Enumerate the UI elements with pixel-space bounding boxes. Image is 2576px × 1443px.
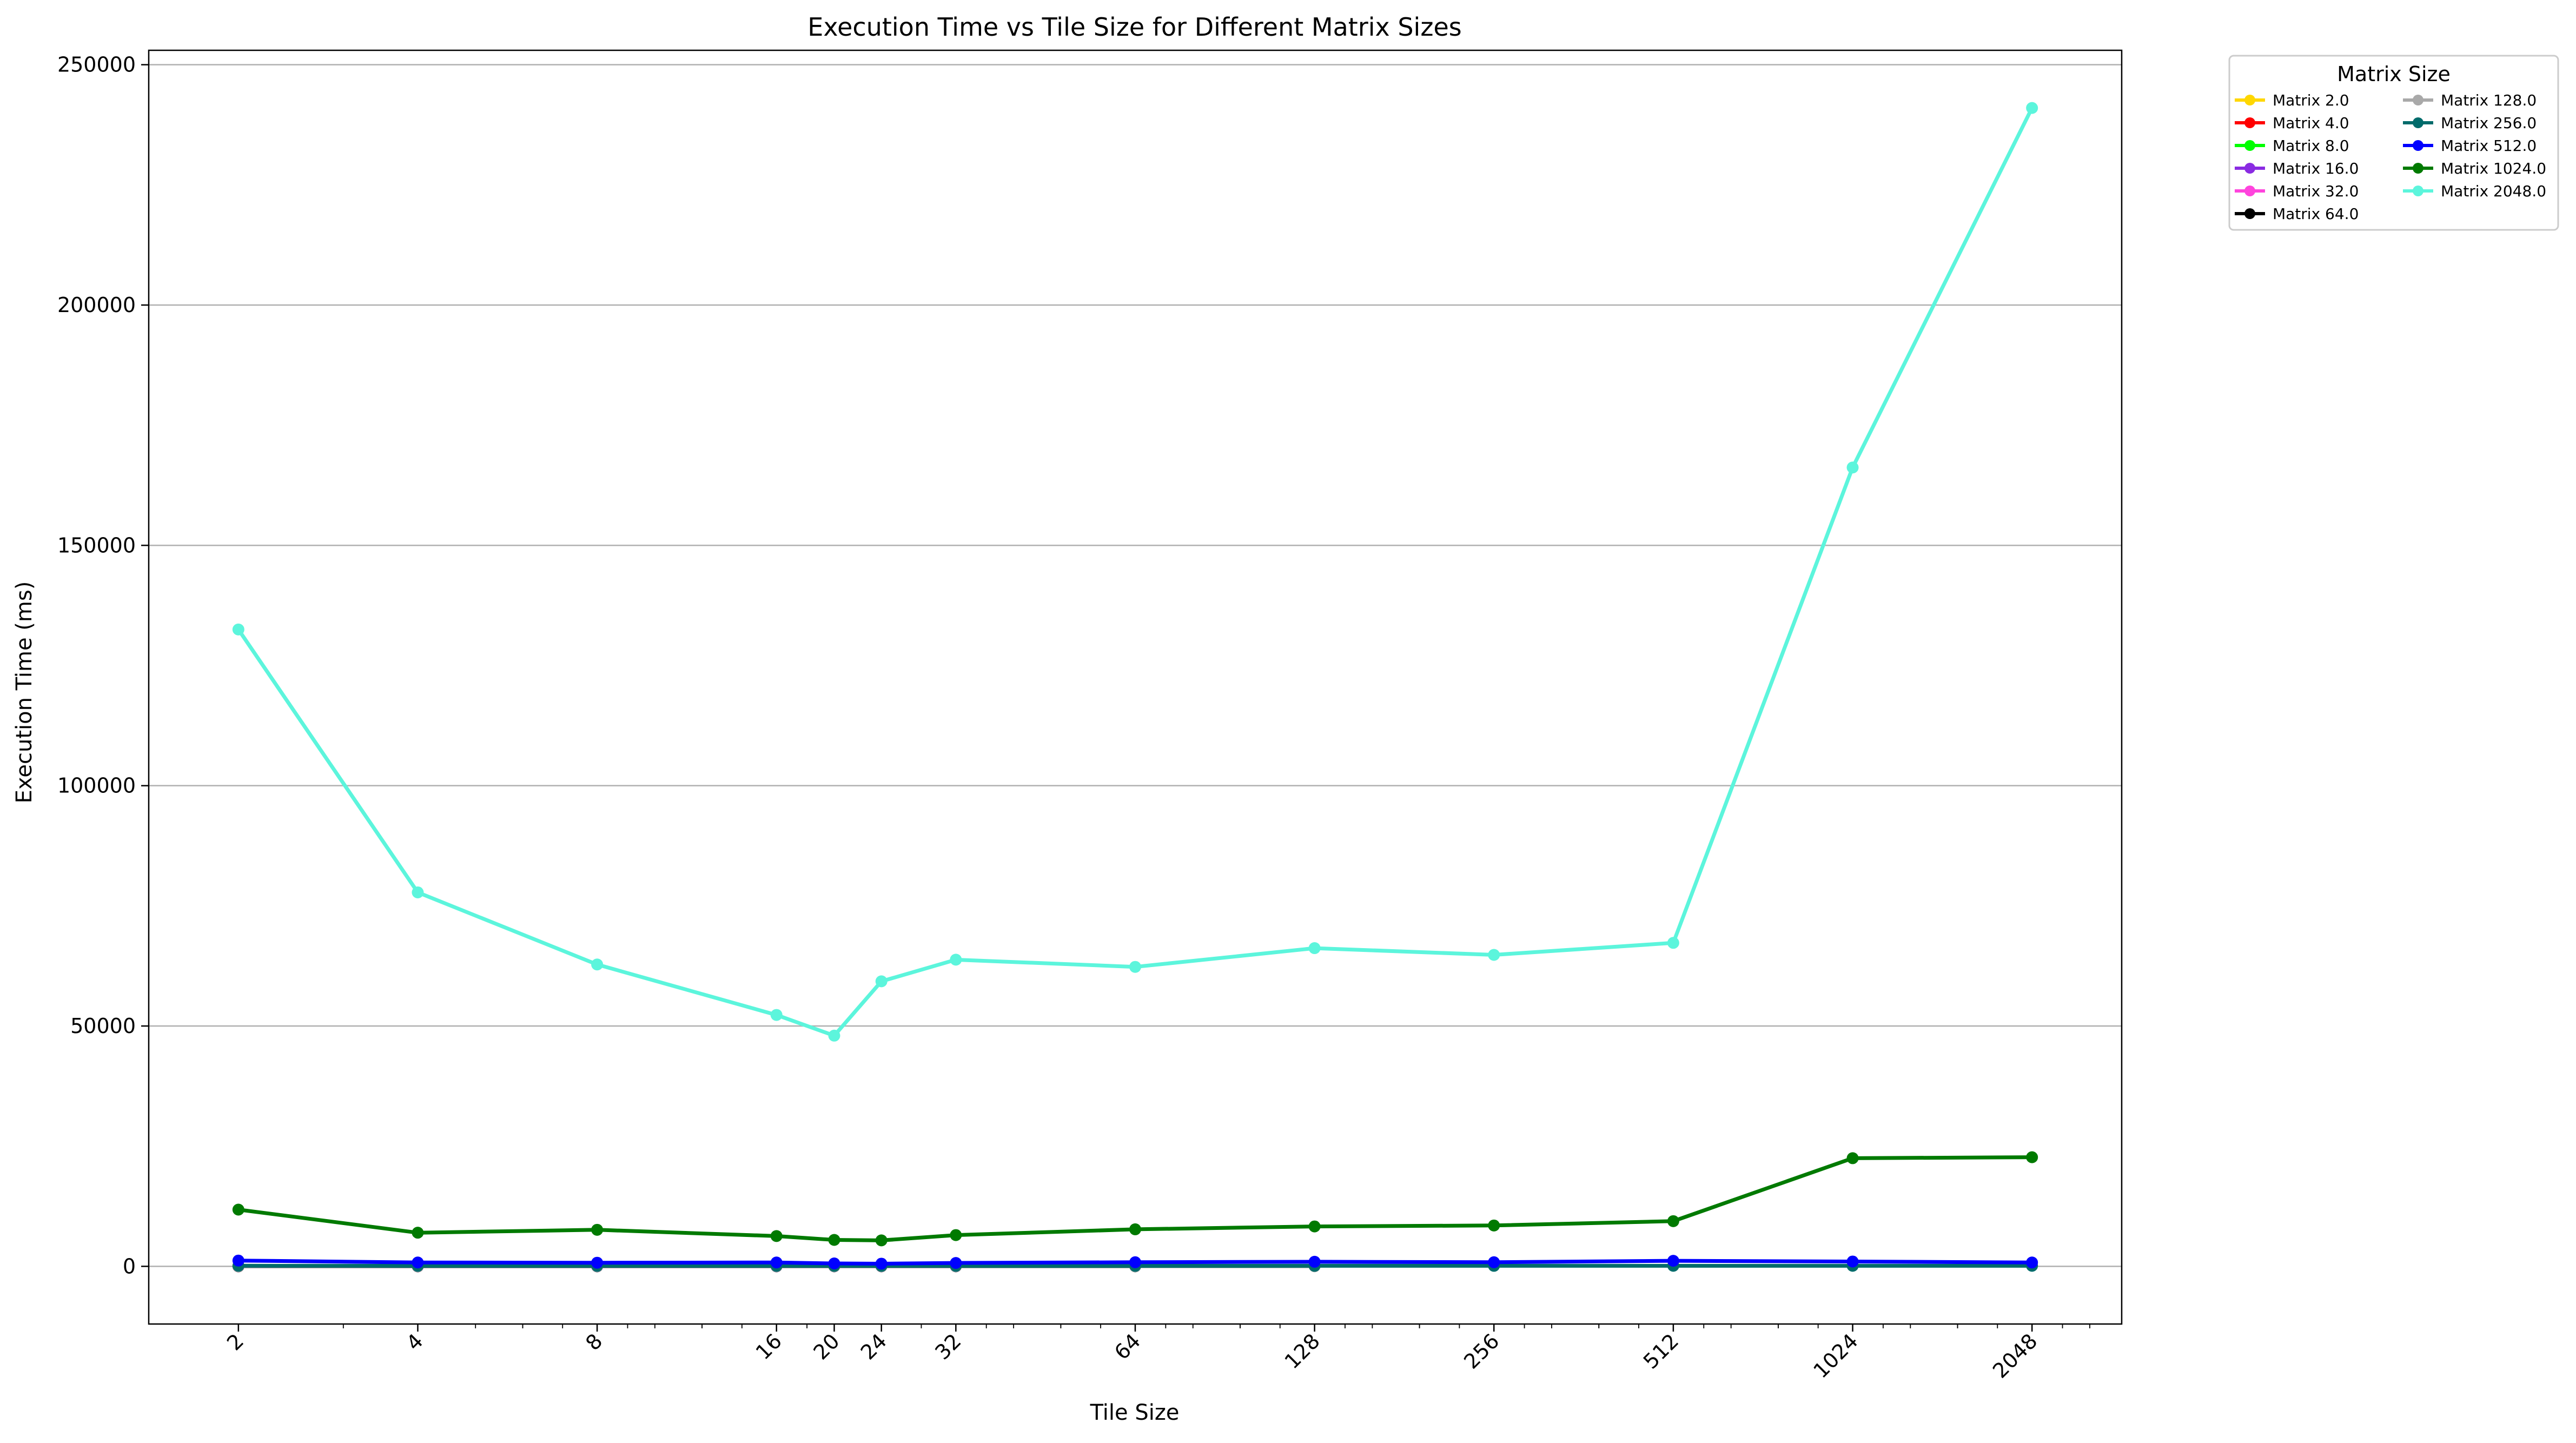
legend-swatch-marker: [2244, 163, 2255, 174]
legend-label: Matrix 512.0: [2441, 137, 2537, 155]
legend-entry: Matrix 16.0: [2235, 160, 2359, 177]
data-point: [1129, 961, 1141, 973]
y-tick-label: 250000: [57, 53, 136, 77]
legend-swatch-marker: [2244, 140, 2255, 151]
series-lines: [232, 102, 2038, 1273]
legend-label: Matrix 1024.0: [2441, 160, 2546, 177]
y-tick-label: 150000: [57, 533, 136, 557]
data-point: [1488, 949, 1500, 961]
legend-swatch-marker: [2413, 95, 2423, 105]
data-point: [1846, 1152, 1859, 1164]
y-axis-label: Execution Time (ms): [12, 581, 37, 804]
data-point: [412, 886, 424, 898]
legend-swatch-marker: [2244, 186, 2255, 196]
data-point: [950, 954, 962, 966]
data-point: [950, 1257, 962, 1269]
legend-entry: Matrix 128.0: [2403, 91, 2537, 109]
series: [232, 1254, 2038, 1270]
legend-label: Matrix 32.0: [2273, 182, 2359, 200]
legend-swatch-marker: [2244, 95, 2255, 105]
data-point: [828, 1234, 840, 1246]
data-point: [770, 1230, 783, 1242]
y-tick-label: 50000: [70, 1014, 136, 1038]
data-point: [1488, 1256, 1500, 1268]
legend-swatch-marker: [2244, 117, 2255, 128]
data-point: [875, 1234, 888, 1247]
legend-frame: [2228, 55, 2559, 231]
data-point: [770, 1009, 783, 1021]
data-point: [591, 958, 604, 971]
data-point: [1129, 1256, 1141, 1268]
x-axis-label: Tile Size: [1090, 1400, 1180, 1425]
y-tick-label: 200000: [57, 293, 136, 317]
legend-swatch-marker: [2413, 186, 2423, 196]
legend-entry: Matrix 512.0: [2403, 137, 2537, 155]
legend-title: Matrix Size: [2337, 62, 2451, 86]
data-point: [412, 1227, 424, 1239]
data-point: [875, 975, 888, 988]
series: [232, 102, 2038, 1042]
data-point: [1667, 937, 1679, 949]
data-point: [1308, 1220, 1321, 1233]
data-point: [875, 1257, 888, 1270]
legend-label: Matrix 64.0: [2273, 205, 2359, 223]
legend-entry: Matrix 32.0: [2235, 182, 2359, 200]
data-point: [591, 1256, 604, 1269]
legend-label: Matrix 2048.0: [2441, 182, 2546, 200]
data-point: [950, 1229, 962, 1241]
legend-label: Matrix 256.0: [2441, 114, 2537, 132]
data-point: [412, 1256, 424, 1269]
legend-swatch-marker: [2244, 208, 2255, 219]
data-point: [2026, 1151, 2038, 1163]
legend-entry: Matrix 2048.0: [2403, 182, 2546, 200]
legend-label: Matrix 16.0: [2273, 160, 2359, 177]
legend-entry: Matrix 1024.0: [2403, 160, 2546, 177]
y-tick-label: 0: [123, 1254, 136, 1278]
legend-swatch-marker: [2413, 117, 2423, 128]
legend-label: Matrix 4.0: [2273, 114, 2349, 132]
legend-entry: Matrix 8.0: [2235, 137, 2349, 155]
legend-entry: Matrix 64.0: [2235, 205, 2359, 223]
data-point: [232, 1254, 244, 1267]
data-point: [1488, 1219, 1500, 1232]
legend-swatch-marker: [2413, 163, 2423, 174]
data-point: [1667, 1255, 1679, 1267]
legend-entry: Matrix 4.0: [2235, 114, 2349, 132]
legend-label: Matrix 128.0: [2441, 91, 2537, 109]
chart-title: Execution Time vs Tile Size for Differen…: [807, 12, 1462, 42]
data-point: [2026, 102, 2038, 114]
data-point: [828, 1257, 840, 1270]
legend-swatch-marker: [2413, 140, 2423, 151]
data-point: [232, 623, 244, 636]
data-point: [591, 1223, 604, 1236]
data-point: [1667, 1215, 1679, 1227]
legend-label: Matrix 8.0: [2273, 137, 2349, 155]
data-point: [1846, 1255, 1859, 1268]
legend-label: Matrix 2.0: [2273, 91, 2349, 109]
data-point: [232, 1203, 244, 1216]
legend-entry: Matrix 2.0: [2235, 91, 2349, 109]
data-point: [1308, 1255, 1321, 1268]
series: [232, 1151, 2038, 1247]
data-point: [1846, 461, 1859, 474]
data-point: [770, 1256, 783, 1269]
data-point: [1308, 942, 1321, 955]
legend-entry: Matrix 256.0: [2403, 114, 2537, 132]
data-point: [828, 1029, 840, 1042]
plot-frame: [148, 49, 2123, 1325]
legend: Matrix Size Matrix 2.0 Matrix 4.0 Matrix 8…: [2228, 55, 2559, 231]
data-point: [2026, 1256, 2038, 1269]
data-point: [1129, 1223, 1141, 1235]
y-tick-label: 100000: [57, 774, 136, 798]
